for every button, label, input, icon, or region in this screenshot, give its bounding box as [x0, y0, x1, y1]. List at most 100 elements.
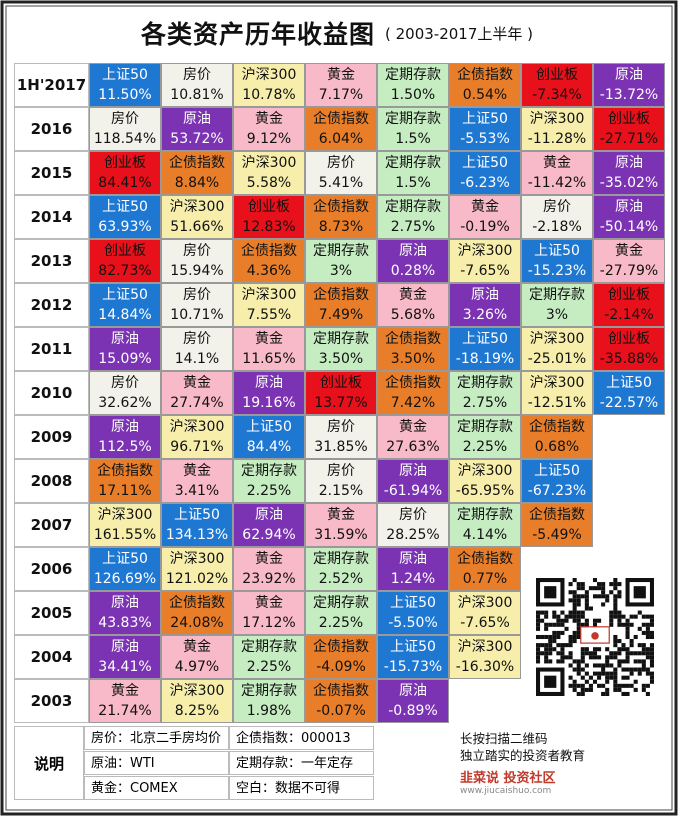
- asset-name: 企债指数: [313, 639, 369, 655]
- return-cell: 企债指数 3.50%: [377, 327, 449, 371]
- return-value: 3.50%: [318, 351, 364, 367]
- promo-site: www.jiucaishuo.com: [460, 786, 552, 796]
- svg-text:●: ●: [591, 631, 600, 642]
- qr-code-icon[interactable]: ●: [536, 578, 654, 696]
- asset-name: 沪深300: [97, 507, 153, 523]
- year-label: 2010: [14, 371, 89, 415]
- return-cell: 黄金 23.92%: [233, 547, 305, 591]
- return-cell: 房价 10.71%: [161, 283, 233, 327]
- return-value: 12.83%: [242, 219, 296, 235]
- asset-name: 企债指数: [241, 243, 297, 259]
- asset-name: 沪深300: [457, 463, 513, 479]
- asset-name: 企债指数: [529, 507, 585, 523]
- return-value: 5.58%: [246, 175, 292, 191]
- return-value: -11.28%: [527, 131, 587, 147]
- return-value: -35.02%: [599, 175, 659, 191]
- return-cell: 原油 19.16%: [233, 371, 305, 415]
- asset-name: 创业板: [104, 243, 146, 259]
- return-value: -0.19%: [460, 219, 510, 235]
- return-value: 23.92%: [242, 571, 296, 587]
- asset-name: 沪深300: [241, 287, 297, 303]
- return-value: 6.04%: [318, 131, 364, 147]
- return-cell: 房价 15.94%: [161, 239, 233, 283]
- asset-name: 定期存款: [313, 551, 369, 567]
- return-cell: 房价 32.62%: [89, 371, 161, 415]
- return-value: 1.98%: [246, 703, 292, 719]
- return-value: 1.5%: [395, 131, 431, 147]
- return-value: -65.95%: [455, 483, 515, 499]
- return-value: 121.02%: [165, 571, 229, 587]
- note-bond-index: 企债指数：000013: [229, 726, 374, 750]
- asset-name: 黄金: [327, 507, 355, 523]
- return-value: 8.25%: [174, 703, 220, 719]
- year-label: 2004: [14, 635, 89, 679]
- return-cell: 沪深300 5.58%: [233, 151, 305, 195]
- return-value: 2.75%: [462, 395, 508, 411]
- return-cell: 黄金 3.41%: [161, 459, 233, 503]
- return-value: 10.81%: [170, 87, 224, 103]
- return-value: 112.5%: [98, 439, 152, 455]
- return-value: 0.54%: [462, 87, 508, 103]
- return-cell: 黄金 21.74%: [89, 679, 161, 723]
- return-value: 62.94%: [242, 527, 296, 543]
- asset-name: 沪深300: [457, 595, 513, 611]
- return-cell: 上证50 11.50%: [89, 63, 161, 107]
- return-cell: 定期存款 2.25%: [449, 415, 521, 459]
- asset-name: 黄金: [183, 639, 211, 655]
- return-value: 14.1%: [174, 351, 220, 367]
- return-value: 118.54%: [93, 131, 157, 147]
- return-cell: 企债指数 0.54%: [449, 63, 521, 107]
- return-cell: 沪深300 51.66%: [161, 195, 233, 239]
- title-subtitle: ( 2003-2017上半年 ): [385, 24, 534, 43]
- return-cell: 企债指数 -5.49%: [521, 503, 593, 547]
- return-value: 7.17%: [318, 87, 364, 103]
- return-cell: 黄金 -11.42%: [521, 151, 593, 195]
- return-value: -0.07%: [316, 703, 366, 719]
- asset-name: 沪深300: [169, 551, 225, 567]
- asset-name: 上证50: [462, 331, 508, 347]
- return-cell: 黄金 11.65%: [233, 327, 305, 371]
- return-cell: 上证50 -67.23%: [521, 459, 593, 503]
- return-value: 8.84%: [174, 175, 220, 191]
- return-cell: 沪深300 7.55%: [233, 283, 305, 327]
- return-value: -67.23%: [527, 483, 587, 499]
- return-cell: 创业板 -27.71%: [593, 107, 665, 151]
- return-value: -7.65%: [460, 263, 510, 279]
- return-value: 15.94%: [170, 263, 224, 279]
- return-cell: 黄金 -27.79%: [593, 239, 665, 283]
- return-value: -5.49%: [532, 527, 582, 543]
- asset-name: 企债指数: [313, 199, 369, 215]
- return-value: 11.65%: [242, 351, 296, 367]
- asset-name: 企债指数: [313, 111, 369, 127]
- asset-name: 黄金: [255, 111, 283, 127]
- asset-name: 创业板: [536, 67, 578, 83]
- asset-name: 原油: [399, 683, 427, 699]
- return-value: -5.50%: [388, 615, 438, 631]
- return-cell: 黄金 17.12%: [233, 591, 305, 635]
- return-value: -15.73%: [383, 659, 443, 675]
- return-cell: 原油 -0.89%: [377, 679, 449, 723]
- return-value: 5.41%: [318, 175, 364, 191]
- return-cell: 定期存款 3.50%: [305, 327, 377, 371]
- return-value: 13.77%: [314, 395, 368, 411]
- asset-name: 企债指数: [169, 155, 225, 171]
- asset-name: 企债指数: [529, 419, 585, 435]
- return-value: 3.41%: [174, 483, 220, 499]
- asset-name: 黄金: [471, 199, 499, 215]
- return-value: 53.72%: [170, 131, 224, 147]
- return-cell: 企债指数 7.42%: [377, 371, 449, 415]
- return-cell: 企债指数 24.08%: [161, 591, 233, 635]
- asset-name: 沪深300: [457, 243, 513, 259]
- return-cell: 沪深300 -11.28%: [521, 107, 593, 151]
- return-cell: 原油 15.09%: [89, 327, 161, 371]
- return-value: 19.16%: [242, 395, 296, 411]
- return-value: -25.01%: [527, 351, 587, 367]
- note-oil: 原油：WTI: [84, 751, 229, 775]
- return-cell: 黄金 -0.19%: [449, 195, 521, 239]
- return-cell: 创业板 84.41%: [89, 151, 161, 195]
- chart-title: 各类资产历年收益图 ( 2003-2017上半年 ): [14, 8, 660, 58]
- asset-name: 创业板: [248, 199, 290, 215]
- asset-name: 创业板: [104, 155, 146, 171]
- return-cell: 创业板 82.73%: [89, 239, 161, 283]
- asset-name: 沪深300: [169, 683, 225, 699]
